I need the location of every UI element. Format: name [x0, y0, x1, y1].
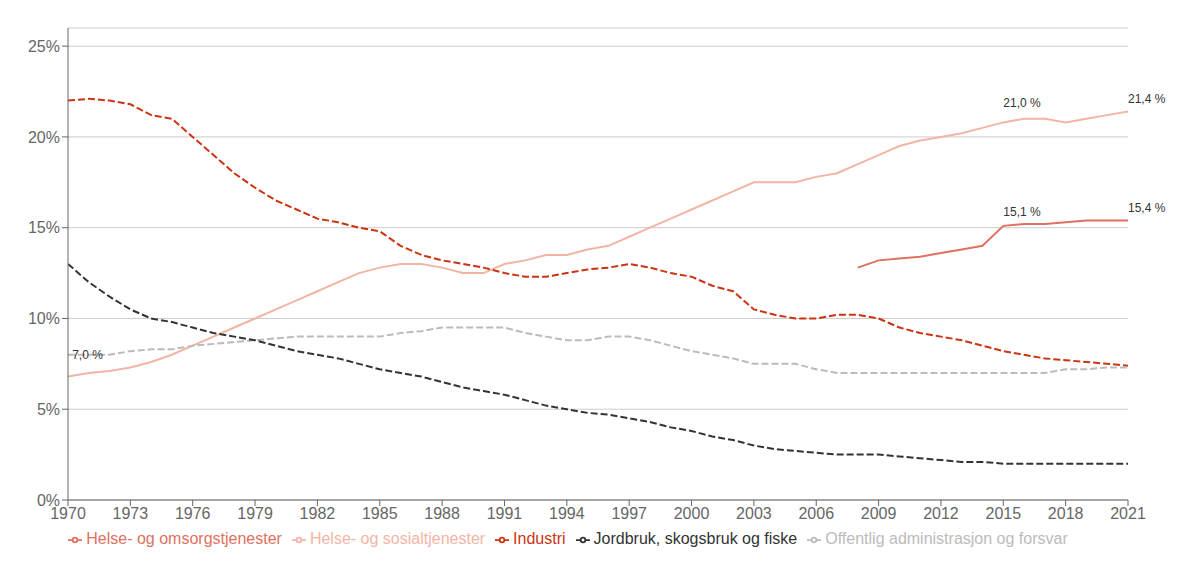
svg-text:21,4 %: 21,4 %: [1128, 92, 1166, 106]
svg-text:20%: 20%: [28, 129, 60, 146]
svg-text:5%: 5%: [37, 401, 60, 418]
html-text:Offentlig administrasjon og fo: Offentlig administrasjon og forsvar: [825, 530, 1068, 547]
svg-text:2006: 2006: [798, 505, 834, 522]
svg-text:1991: 1991: [487, 505, 523, 522]
html-text:Helse- og omsorgstjenester: Helse- og omsorgstjenester: [86, 530, 282, 547]
svg-text:10%: 10%: [28, 310, 60, 327]
svg-text:2000: 2000: [674, 505, 710, 522]
svg-text:1985: 1985: [362, 505, 398, 522]
svg-text:1982: 1982: [300, 505, 336, 522]
svg-text:1976: 1976: [175, 505, 211, 522]
html-text:Helse- og sosialtjenester: Helse- og sosialtjenester: [309, 530, 486, 547]
svg-text:1994: 1994: [549, 505, 585, 522]
svg-text:25%: 25%: [28, 38, 60, 55]
svg-text:2012: 2012: [923, 505, 959, 522]
html-text:Industri: Industri: [513, 530, 566, 547]
svg-text:0%: 0%: [37, 492, 60, 509]
html-text:Jordbruk, skogsbruk og fiske: Jordbruk, skogsbruk og fiske: [593, 530, 798, 547]
svg-text:2003: 2003: [736, 505, 772, 522]
svg-text:2021: 2021: [1110, 505, 1146, 522]
svg-text:1979: 1979: [237, 505, 273, 522]
svg-text:15,4 %: 15,4 %: [1128, 201, 1166, 215]
svg-text:7,0 %: 7,0 %: [72, 348, 103, 362]
svg-text:1988: 1988: [424, 505, 460, 522]
svg-text:21,0 %: 21,0 %: [1003, 96, 1041, 110]
svg-text:2009: 2009: [861, 505, 897, 522]
svg-text:15%: 15%: [28, 219, 60, 236]
svg-text:15,1 %: 15,1 %: [1003, 205, 1041, 219]
svg-text:1973: 1973: [113, 505, 149, 522]
svg-text:1970: 1970: [50, 505, 86, 523]
svg-text:2015: 2015: [985, 505, 1021, 522]
svg-text:1997: 1997: [611, 505, 647, 522]
svg-text:2018: 2018: [1048, 505, 1084, 522]
